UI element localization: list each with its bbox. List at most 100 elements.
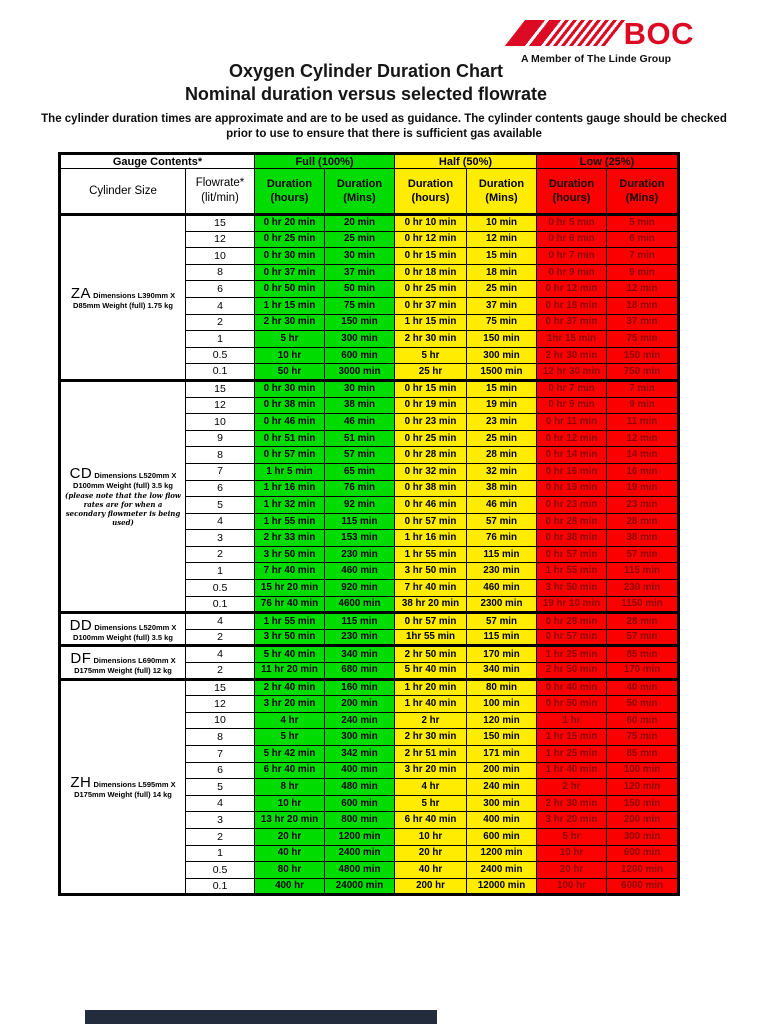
flowrate-cell: 1 bbox=[185, 562, 255, 581]
low-hours-cell: 20 hr bbox=[536, 861, 607, 879]
half-mins-cell: 10 min bbox=[466, 213, 537, 232]
low-mins-cell: 12 min bbox=[606, 280, 679, 298]
flowrate-header: Flowrate* (lit/min) bbox=[185, 168, 255, 216]
table-row: 10 4 hr 240 min 2 hr 120 min 1 hr 60 min bbox=[60, 711, 679, 730]
low-hours-cell: 1 hr 15 min bbox=[536, 728, 607, 746]
low-mins-cell: 100 min bbox=[606, 761, 679, 780]
low-mins-cell: 6 min bbox=[606, 230, 679, 249]
table-row: 12 3 hr 20 min 200 min 1 hr 40 min 100 min 0 … bbox=[60, 695, 679, 713]
flowrate-cell: 2 bbox=[185, 662, 255, 680]
flowrate-cell: 8 bbox=[185, 263, 255, 282]
full-hours-cell: 15 hr 20 min bbox=[254, 579, 325, 597]
full-hours-cell: 2 hr 40 min bbox=[254, 677, 325, 697]
half-mins-cell: 75 min bbox=[466, 313, 537, 332]
low-mins-cell: 9 min bbox=[606, 396, 679, 415]
half-hours-cell: 1 hr 15 min bbox=[394, 313, 467, 332]
low-mins-cell: 7 min bbox=[606, 247, 679, 265]
half-hours-cell: 3 hr 50 min bbox=[394, 562, 467, 581]
flowrate-cell: 0.1 bbox=[185, 877, 255, 896]
full-mins-cell: 200 min bbox=[324, 695, 395, 713]
table-row: DF Dimensions L690mm X D175mm Weight (ful… bbox=[59, 644, 679, 680]
full-hours-cell: 80 hr bbox=[254, 861, 325, 879]
low-mins-cell: 200 min bbox=[606, 811, 679, 829]
duration-table-wrap: Gauge Contents* Full (100%) Half (50%) L… bbox=[58, 152, 680, 897]
full-hours-cell: 1 hr 32 min bbox=[254, 496, 325, 514]
half-hours-cell: 2 hr 51 min bbox=[394, 745, 467, 763]
full-hours-cell: 0 hr 51 min bbox=[254, 429, 325, 448]
half-hours-cell: 6 hr 40 min bbox=[394, 811, 467, 829]
flowrate-cell: 4 bbox=[185, 296, 255, 315]
full-hours-cell: 20 hr bbox=[254, 827, 325, 846]
low-mins-cell: 57 min bbox=[606, 628, 679, 647]
flowrate-cell: 3 bbox=[185, 811, 255, 829]
low-hours-cell: 2 hr 50 min bbox=[536, 662, 607, 680]
low-mins-cell: 750 min bbox=[606, 363, 679, 381]
full-mins-cell: 37 min bbox=[324, 263, 395, 282]
flowrate-cell: 2 bbox=[185, 628, 255, 647]
half-mins-cell: 400 min bbox=[466, 811, 537, 829]
half-hours-cell: 5 hr bbox=[394, 346, 467, 365]
half-hours-cell: 4 hr bbox=[394, 778, 467, 796]
full-mins-cell: 24000 min bbox=[324, 877, 395, 896]
table-row: 12 0 hr 38 min 38 min 0 hr 19 min 19 min 0 hr… bbox=[60, 396, 679, 415]
flowrate-cell: 3 bbox=[185, 529, 255, 547]
flowrate-cell: 15 bbox=[185, 677, 255, 697]
full-mins-cell: 115 min bbox=[324, 611, 395, 630]
full-hours-cell: 13 hr 20 min bbox=[254, 811, 325, 829]
full-mins-cell: 30 min bbox=[324, 378, 395, 398]
full-mins-cell: 30 min bbox=[324, 247, 395, 265]
full-mins-cell: 51 min bbox=[324, 429, 395, 448]
flowrate-cell: 0.5 bbox=[185, 579, 255, 597]
half-hours-cell: 0 hr 12 min bbox=[394, 230, 467, 249]
flowrate-cell: 5 bbox=[185, 778, 255, 796]
low-mins-cell: 50 min bbox=[606, 695, 679, 713]
half-mins-cell: 115 min bbox=[466, 545, 537, 564]
low-mins-cell: 75 min bbox=[606, 728, 679, 746]
low-mins-cell: 57 min bbox=[606, 545, 679, 564]
duration-hours-header-low: Duration (hours) bbox=[536, 168, 607, 216]
full-mins-cell: 65 min bbox=[324, 462, 395, 481]
full-mins-cell: 920 min bbox=[324, 579, 395, 597]
low-hours-cell: 0 hr 12 min bbox=[536, 280, 607, 298]
flowrate-cell: 12 bbox=[185, 396, 255, 415]
half-mins-cell: 2400 min bbox=[466, 861, 537, 879]
flowrate-cell: 5 bbox=[185, 496, 255, 514]
cylinder-label-za: ZA Dimensions L390mm X D85mm Weight (full… bbox=[59, 213, 186, 381]
half-hours-cell: 0 hr 10 min bbox=[394, 213, 467, 232]
flowrate-cell: 6 bbox=[185, 479, 255, 498]
flowrate-cell: 4 bbox=[185, 611, 255, 630]
half-mins-cell: 57 min bbox=[466, 611, 537, 630]
half-mins-cell: 25 min bbox=[466, 429, 537, 448]
half-hours-cell: 0 hr 57 min bbox=[394, 611, 467, 630]
flowrate-cell: 10 bbox=[185, 711, 255, 730]
full-hours-cell: 76 hr 40 min bbox=[254, 595, 325, 614]
table-row: 2 20 hr 1200 min 10 hr 600 min 5 hr 300 min bbox=[60, 827, 679, 846]
low-mins-cell: 300 min bbox=[606, 827, 679, 846]
low-mins-cell: 5 min bbox=[606, 213, 679, 232]
half-hours-cell: 0 hr 18 min bbox=[394, 263, 467, 282]
low-hours-cell: 12 hr 30 min bbox=[536, 363, 607, 381]
flowrate-cell: 9 bbox=[185, 429, 255, 448]
gauge-contents-header: Gauge Contents* bbox=[59, 153, 255, 169]
low-mins-cell: 11 min bbox=[606, 413, 679, 431]
full-mins-cell: 4800 min bbox=[324, 861, 395, 879]
full-hours-cell: 6 hr 40 min bbox=[254, 761, 325, 780]
page-title: Oxygen Cylinder Duration Chart bbox=[228, 61, 504, 81]
half-mins-cell: 300 min bbox=[466, 346, 537, 365]
half-mins-cell: 170 min bbox=[466, 644, 537, 664]
half-hours-cell: 1 hr 55 min bbox=[394, 545, 467, 564]
half-mins-cell: 115 min bbox=[466, 628, 537, 647]
logo-stripes-icon bbox=[504, 20, 627, 46]
flowrate-cell: 8 bbox=[185, 446, 255, 464]
boc-logo: BOC A Member of The Linde Group bbox=[498, 16, 694, 65]
flowrate-cell: 2 bbox=[185, 545, 255, 564]
table-row: 0.1 400 hr 24000 min 200 hr 12000 min 100 hr 6… bbox=[60, 877, 679, 896]
full-hours-cell: 11 hr 20 min bbox=[254, 662, 325, 680]
low-mins-cell: 1150 min bbox=[606, 595, 679, 614]
low-hours-cell: 0 hr 50 min bbox=[536, 695, 607, 713]
flowrate-cell: 4 bbox=[185, 512, 255, 531]
half-mins-cell: 23 min bbox=[466, 413, 537, 431]
